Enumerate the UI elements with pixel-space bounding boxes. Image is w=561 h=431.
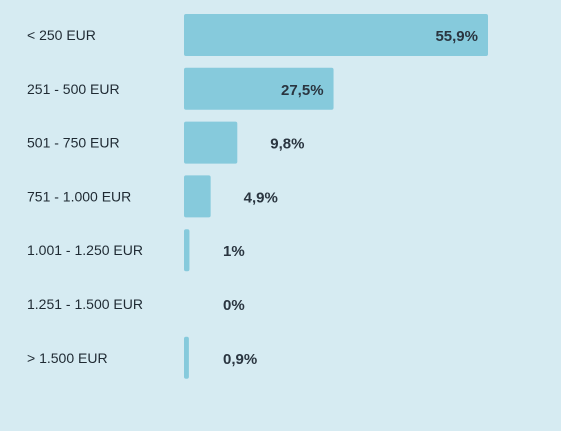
value-label: 4,9% bbox=[244, 189, 278, 206]
bar bbox=[184, 14, 488, 56]
value-labels: 55,9% 27,5% 9,8% 4,9% 1% 0% 0,9% bbox=[223, 28, 478, 368]
bar bbox=[184, 175, 211, 218]
category-labels: < 250 EUR 251 - 500 EUR 501 - 750 EUR 751 -… bbox=[27, 27, 143, 366]
bars bbox=[184, 14, 488, 379]
bar bbox=[184, 121, 238, 164]
category-label: 751 - 1.000 EUR bbox=[27, 188, 131, 204]
bar bbox=[184, 229, 190, 272]
value-label: 1% bbox=[223, 243, 245, 260]
bar bbox=[184, 336, 189, 379]
value-label: 55,9% bbox=[435, 28, 478, 45]
category-label: 1.251 - 1.500 EUR bbox=[27, 296, 143, 312]
category-label: 501 - 750 EUR bbox=[27, 135, 120, 151]
category-label: < 250 EUR bbox=[27, 27, 96, 43]
bar bbox=[184, 67, 334, 110]
category-label: 251 - 500 EUR bbox=[27, 81, 120, 97]
category-label: 1.001 - 1.250 EUR bbox=[27, 242, 143, 258]
value-label: 27,5% bbox=[281, 82, 324, 99]
value-label: 0,9% bbox=[223, 351, 257, 368]
category-label: > 1.500 EUR bbox=[27, 350, 108, 366]
value-label: 0% bbox=[223, 297, 245, 314]
value-label: 9,8% bbox=[270, 136, 304, 153]
